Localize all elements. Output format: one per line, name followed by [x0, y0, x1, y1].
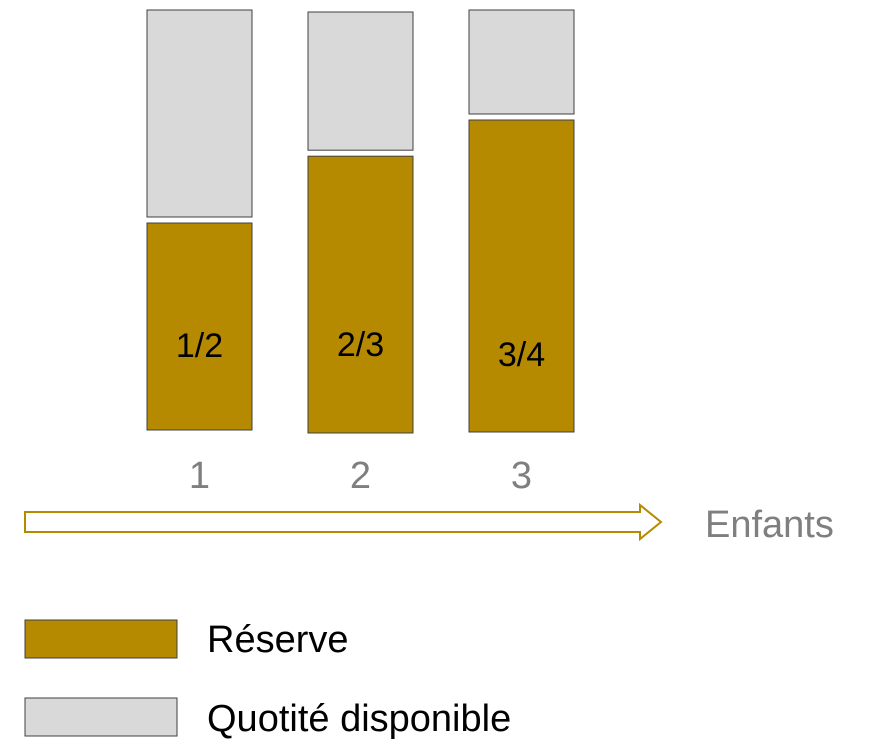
bar-reserve-3 — [468, 119, 575, 433]
legend-item-quotite: Quotité disponible — [24, 697, 511, 740]
bar-reserve-1 — [146, 222, 253, 431]
legend-swatch-reserve — [24, 619, 178, 659]
x-axis-arrow — [24, 502, 663, 542]
x-tick-label-1: 1 — [189, 455, 210, 497]
bar-quotite-disponible-1 — [146, 9, 253, 218]
bar-quotite-disponible-2 — [307, 11, 414, 151]
x-axis-label: Enfants — [705, 504, 834, 546]
x-tick-label-2: 2 — [350, 455, 371, 497]
data-label-reserve-2: 2/3 — [337, 326, 384, 364]
x-axis-arrow-shape — [24, 502, 663, 542]
legend: Réserve Quotité disponible — [24, 619, 511, 740]
data-label-reserve-3: 3/4 — [498, 336, 545, 374]
bars-group: 1/2 2/3 3/4 — [146, 9, 575, 434]
legend-label-reserve: Réserve — [207, 619, 349, 661]
data-label-reserve-1: 1/2 — [176, 327, 223, 365]
legend-item-reserve: Réserve — [24, 619, 349, 661]
x-tick-label-3: 3 — [511, 455, 532, 497]
x-ticks-group: 1 2 3 — [189, 455, 532, 497]
legend-swatch-quotite-disponible — [24, 697, 178, 737]
bar-reserve-2 — [307, 155, 414, 434]
legend-label-quotite-disponible: Quotité disponible — [207, 698, 511, 740]
bar-quotite-disponible-3 — [468, 9, 575, 115]
